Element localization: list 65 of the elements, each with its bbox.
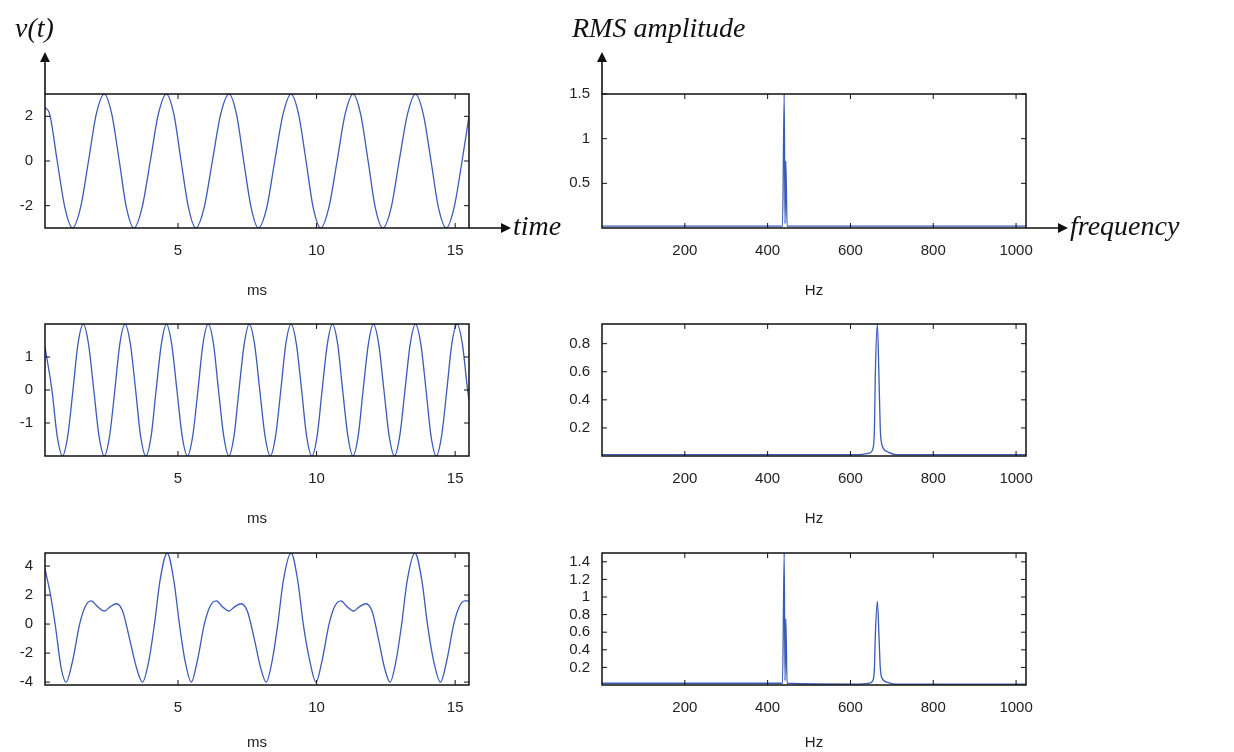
x-tick-label: 400 <box>755 698 781 716</box>
x-axis-title: ms <box>247 281 267 299</box>
text: frequency <box>1070 210 1180 242</box>
x-tick-label: 10 <box>308 469 325 487</box>
y-tick-label: -1 <box>19 413 33 431</box>
x-tick-label: 800 <box>920 241 946 259</box>
x-tick-label: 5 <box>173 241 183 259</box>
x-tick-label: 15 <box>446 698 464 716</box>
y-tick-label: 0 <box>24 151 33 169</box>
line-series <box>45 324 469 456</box>
x-tick-label: 15 <box>446 241 464 259</box>
text: time <box>513 210 562 242</box>
x-axis-title: ms <box>247 509 267 527</box>
x-tick-label: 800 <box>920 469 946 487</box>
y-tick-label: 0.2 <box>569 657 590 675</box>
y-tick-label: 0.6 <box>569 622 590 640</box>
line-series <box>602 553 1026 685</box>
line-series <box>45 94 469 228</box>
y-tick-label: 2 <box>24 585 33 603</box>
x-tick-label: 600 <box>837 241 863 259</box>
x-tick-label: 15 <box>446 469 464 487</box>
x-axis-title: Hz <box>804 509 824 527</box>
x-tick-label: 200 <box>672 241 698 259</box>
line-series <box>602 324 1026 456</box>
y-tick-label: 1.5 <box>569 84 590 102</box>
x-tick-label: 10 <box>308 241 325 259</box>
line-series <box>45 553 469 683</box>
x-tick-label: 5 <box>173 469 183 487</box>
y-tick-label: 1 <box>581 128 590 146</box>
y-tick-label: 1 <box>24 347 33 365</box>
x-tick-label: 5 <box>173 698 183 716</box>
y-tick-label: 0 <box>24 614 33 632</box>
y-tick-label: -2 <box>19 195 33 213</box>
y-tick-label: -2 <box>19 643 33 661</box>
y-tick-label: 0.4 <box>569 639 590 657</box>
x-tick-label: 1000 <box>999 241 1033 259</box>
x-axis-title: Hz <box>804 281 824 299</box>
x-axis-title: Hz <box>804 733 824 751</box>
y-tick-label: 1.2 <box>569 569 590 587</box>
y-tick-label: 0.4 <box>569 389 590 407</box>
x-tick-label: 800 <box>920 698 946 716</box>
x-tick-label: 200 <box>672 469 698 487</box>
x-tick-label: 200 <box>672 698 698 716</box>
x-tick-label: 600 <box>837 469 863 487</box>
x-tick-label: 1000 <box>999 469 1033 487</box>
x-axis-title: ms <box>247 733 267 751</box>
y-tick-label: 4 <box>24 556 33 574</box>
y-tick-label: 1.4 <box>569 551 590 569</box>
y-tick-label: 0.8 <box>569 604 590 622</box>
y-axis-title: RMS amplitude <box>571 12 746 44</box>
x-tick-label: 400 <box>755 469 781 487</box>
x-tick-label: 600 <box>837 698 863 716</box>
y-tick-label: 2 <box>24 106 33 124</box>
x-tick-label: 1000 <box>999 698 1033 716</box>
line-series <box>602 94 1026 227</box>
x-tick-label: 400 <box>755 241 781 259</box>
y-tick-label: 1 <box>581 587 590 605</box>
x-tick-label: 10 <box>308 698 325 716</box>
y-tick-label: 0.6 <box>569 361 590 379</box>
y-axis-title: v(t) <box>15 12 54 44</box>
y-tick-label: 0.5 <box>569 173 590 191</box>
y-tick-label: 0.8 <box>569 333 590 351</box>
y-tick-label: 0 <box>24 380 33 398</box>
y-tick-label: 0.2 <box>569 418 590 436</box>
y-tick-label: -4 <box>19 672 33 690</box>
